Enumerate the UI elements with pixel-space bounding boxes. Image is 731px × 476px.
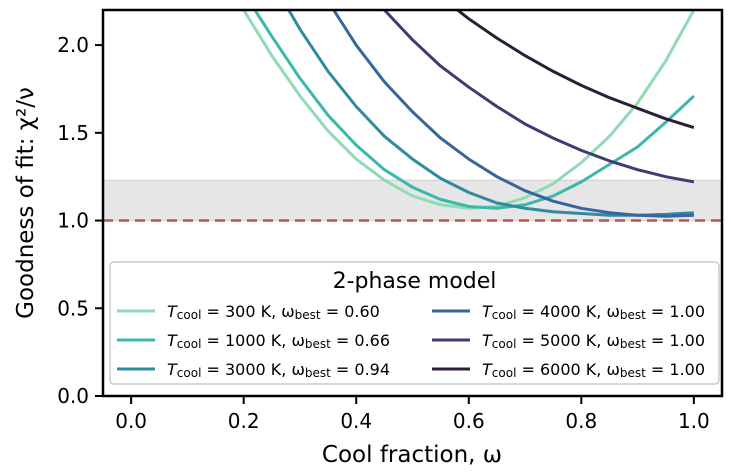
legend-box [109,261,720,385]
x-tick-label: 0.0 [115,409,147,433]
y-tick-label: 1.0 [57,209,89,233]
x-tick-label: 0.6 [453,409,485,433]
series-line-4 [332,10,694,218]
y-tick-label: 0.0 [57,384,89,408]
legend-label-6: Tcool = 6000 K, ωbest = 1.00 [482,360,705,380]
series-line-6 [456,10,695,130]
plot-frame [101,8,724,398]
x-tick-label: 1.0 [678,409,710,433]
legend-label-2: Tcool = 1000 K, ωbest = 0.66 [167,331,390,351]
axes-layer: 0.0 0.2 0.4 0.6 0.8 1.0 0.0 0.5 1.0 1.5 2.0 [57,8,724,433]
y-axis-label: Goodness of fit: χ²/ν [13,87,39,319]
y-tick-label: 0.5 [57,296,89,320]
x-tick-label: 0.2 [228,409,260,433]
x-tick-label: 0.4 [340,409,372,433]
y-tick-label: 2.0 [57,33,89,57]
x-tick-label: 0.8 [565,409,597,433]
x-axis-label: Cool fraction, ω [322,442,502,468]
legend-label-5: Tcool = 5000 K, ωbest = 1.00 [482,331,705,351]
series-line-2 [253,10,695,210]
series-line-1 [242,10,696,210]
legend: 2-phase model Tcool = 300 K, ωbest = 0.60… [109,261,720,385]
series-line-5 [383,10,695,184]
y-tick-label: 1.5 [57,121,89,145]
legend-label-1: Tcool = 300 K, ωbest = 0.60 [167,302,380,322]
legend-label-4: Tcool = 4000 K, ωbest = 1.00 [482,302,705,322]
series-layer [242,10,696,218]
legend-label-3: Tcool = 3000 K, ωbest = 0.94 [167,360,390,380]
legend-title: 2-phase model [333,269,497,294]
